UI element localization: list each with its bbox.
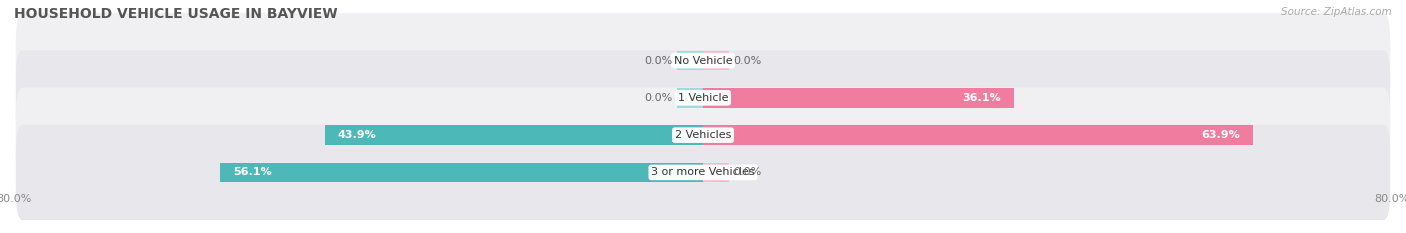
Text: 0.0%: 0.0% xyxy=(733,56,762,65)
FancyBboxPatch shape xyxy=(15,50,1391,146)
Bar xyxy=(678,51,703,70)
Text: Source: ZipAtlas.com: Source: ZipAtlas.com xyxy=(1281,7,1392,17)
Bar xyxy=(703,88,1014,108)
FancyBboxPatch shape xyxy=(15,125,1391,220)
Bar xyxy=(703,51,728,70)
Text: 56.1%: 56.1% xyxy=(233,168,271,177)
Text: 63.9%: 63.9% xyxy=(1202,130,1240,140)
Bar xyxy=(325,125,703,145)
Text: 3 or more Vehicles: 3 or more Vehicles xyxy=(651,168,755,177)
Text: 0.0%: 0.0% xyxy=(644,56,673,65)
Text: 0.0%: 0.0% xyxy=(644,93,673,103)
Text: HOUSEHOLD VEHICLE USAGE IN BAYVIEW: HOUSEHOLD VEHICLE USAGE IN BAYVIEW xyxy=(14,7,337,21)
Text: 43.9%: 43.9% xyxy=(337,130,377,140)
Text: No Vehicle: No Vehicle xyxy=(673,56,733,65)
Bar xyxy=(219,163,703,182)
Bar xyxy=(703,163,728,182)
FancyBboxPatch shape xyxy=(15,13,1391,108)
Bar xyxy=(703,125,1253,145)
Text: 2 Vehicles: 2 Vehicles xyxy=(675,130,731,140)
Bar xyxy=(678,88,703,108)
FancyBboxPatch shape xyxy=(15,87,1391,183)
Text: 0.0%: 0.0% xyxy=(733,168,762,177)
Text: 1 Vehicle: 1 Vehicle xyxy=(678,93,728,103)
Text: 36.1%: 36.1% xyxy=(962,93,1001,103)
